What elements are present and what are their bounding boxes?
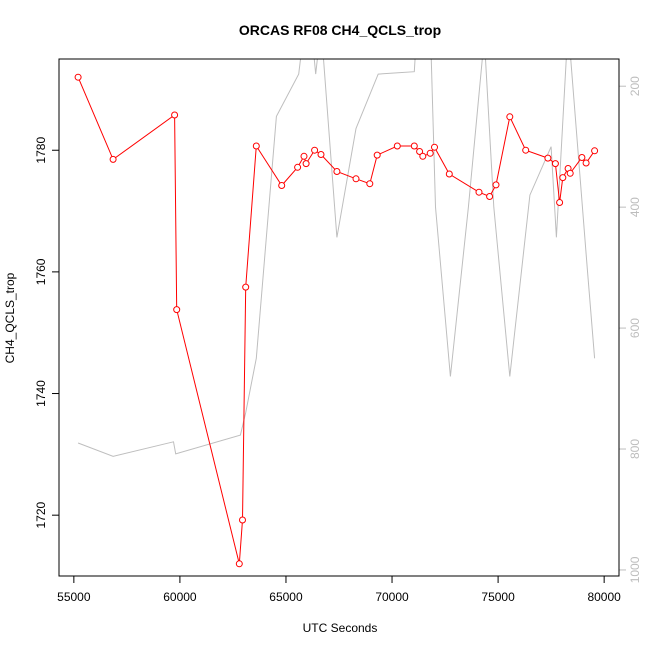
ch4-point: [445, 170, 453, 178]
x-axis-label: UTC Seconds: [303, 621, 378, 635]
ch4-point: [556, 199, 564, 206]
ch4-point: [566, 169, 574, 177]
ch4-point: [252, 142, 260, 150]
ch4-point: [506, 113, 514, 121]
y-tick-label: 1720: [34, 502, 48, 529]
ch4-point: [578, 154, 586, 161]
ch4-point: [173, 306, 181, 314]
y-tick-label: 1780: [34, 137, 48, 164]
secondary-y-axis: 200 400 600 800 1000: [619, 76, 642, 583]
ch4-point: [591, 147, 599, 155]
y-tick-label: 1760: [34, 258, 48, 285]
y2-tick-label: 800: [628, 439, 642, 459]
ch4-series-line: [77, 77, 596, 564]
plot-frame: [58, 58, 620, 577]
ch4-point: [475, 188, 483, 196]
ch4-point: [410, 142, 418, 150]
ch4-point: [352, 175, 360, 183]
x-tick-label: 55000: [57, 590, 91, 604]
ch4-point: [242, 283, 250, 291]
ch4-point: [74, 73, 82, 81]
ch4-point: [239, 516, 246, 524]
ch4-point: [559, 174, 567, 182]
ch4-point: [300, 152, 308, 160]
ch4-point: [333, 168, 341, 175]
ch4-point: [235, 560, 243, 568]
ch4-point: [582, 159, 590, 167]
x-tick-label: 65000: [269, 590, 303, 604]
x-axis: 55000 60000 65000 70000 75000 80000: [57, 575, 621, 604]
ch4-point: [311, 146, 319, 154]
ch4-point: [366, 180, 374, 188]
ch4-point: [486, 193, 494, 200]
y2-tick-label: 200: [628, 76, 642, 96]
ch4-point: [522, 146, 530, 154]
x-tick-label: 80000: [587, 590, 621, 604]
ch4-point: [393, 142, 401, 150]
ch4-point: [419, 152, 427, 160]
ch4-point: [171, 111, 179, 119]
ch4-point: [431, 143, 438, 151]
ch4-point: [544, 154, 552, 162]
plot-series: [74, 59, 599, 568]
ch4-point: [278, 182, 286, 189]
ch4-point: [109, 155, 117, 163]
ch4-point: [317, 151, 325, 158]
ch4-point: [294, 163, 302, 171]
x-tick-label: 70000: [375, 590, 409, 604]
y2-tick-label: 1000: [628, 556, 642, 583]
ch4-point: [302, 160, 310, 168]
y2-tick-label: 600: [628, 318, 642, 338]
ch4-point: [416, 148, 424, 155]
y-axis-label: CH4_QCLS_trop: [3, 272, 17, 363]
ch4-point: [426, 149, 434, 157]
y2-tick-label: 400: [628, 197, 642, 217]
ch4-point: [492, 181, 500, 189]
y-tick-label: 1740: [34, 380, 48, 407]
x-tick-label: 60000: [163, 590, 197, 604]
ch4-point: [551, 160, 559, 168]
secondary-series-line: [77, 59, 596, 457]
y-axis: 1720 1740 1760 1780: [34, 137, 59, 529]
x-tick-label: 75000: [481, 590, 515, 604]
chart-title: ORCAS RF08 CH4_QCLS_trop: [239, 22, 441, 38]
ch4-point: [373, 151, 381, 159]
